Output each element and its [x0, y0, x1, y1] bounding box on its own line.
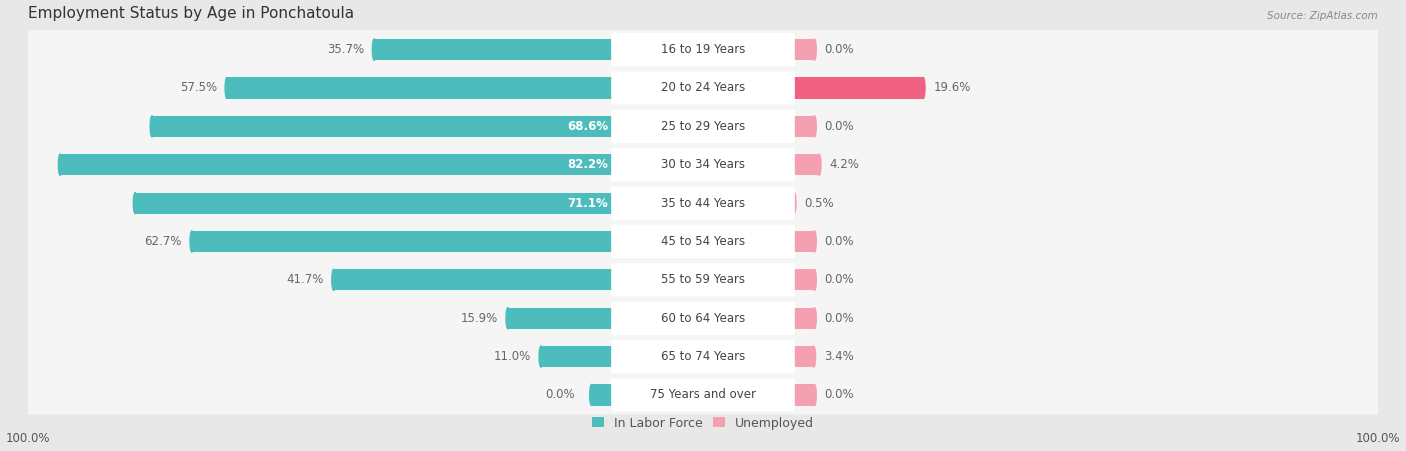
Text: 3.4%: 3.4%	[824, 350, 853, 363]
FancyBboxPatch shape	[612, 186, 794, 220]
Text: Source: ZipAtlas.com: Source: ZipAtlas.com	[1267, 11, 1378, 21]
Circle shape	[190, 231, 194, 252]
Text: 30 to 34 Years: 30 to 34 Years	[661, 158, 745, 171]
Circle shape	[225, 78, 229, 99]
FancyBboxPatch shape	[612, 148, 794, 181]
Text: 57.5%: 57.5%	[180, 82, 217, 95]
Bar	[790, 384, 814, 405]
FancyBboxPatch shape	[612, 110, 794, 143]
Text: Employment Status by Age in Ponchatoula: Employment Status by Age in Ponchatoula	[28, 6, 354, 21]
FancyBboxPatch shape	[27, 145, 1379, 184]
Circle shape	[813, 384, 817, 405]
FancyBboxPatch shape	[27, 337, 1379, 376]
Circle shape	[373, 39, 375, 60]
Circle shape	[538, 346, 543, 367]
FancyBboxPatch shape	[27, 184, 1379, 223]
Text: 0.5%: 0.5%	[804, 197, 834, 210]
Text: 25 to 29 Years: 25 to 29 Years	[661, 120, 745, 133]
Text: 0.0%: 0.0%	[546, 388, 575, 401]
Text: 65 to 74 Years: 65 to 74 Years	[661, 350, 745, 363]
Text: 41.7%: 41.7%	[287, 273, 323, 286]
Text: 35 to 44 Years: 35 to 44 Years	[661, 197, 745, 210]
Bar	[790, 193, 794, 214]
Text: 68.6%: 68.6%	[568, 120, 609, 133]
Circle shape	[813, 269, 817, 290]
Bar	[508, 308, 616, 329]
Circle shape	[793, 193, 796, 214]
Text: 20 to 24 Years: 20 to 24 Years	[661, 82, 745, 95]
FancyBboxPatch shape	[612, 378, 794, 412]
Bar	[790, 231, 814, 252]
Circle shape	[813, 308, 817, 329]
Circle shape	[921, 78, 925, 99]
Circle shape	[506, 308, 510, 329]
Text: 19.6%: 19.6%	[934, 82, 970, 95]
Text: 62.7%: 62.7%	[145, 235, 181, 248]
Text: 35.7%: 35.7%	[328, 43, 364, 56]
Text: 0.0%: 0.0%	[824, 235, 855, 248]
FancyBboxPatch shape	[612, 302, 794, 335]
FancyBboxPatch shape	[27, 69, 1379, 108]
FancyBboxPatch shape	[27, 375, 1379, 414]
Text: 0.0%: 0.0%	[824, 43, 855, 56]
Text: 0.0%: 0.0%	[824, 273, 855, 286]
Circle shape	[134, 193, 136, 214]
FancyBboxPatch shape	[27, 299, 1379, 338]
Circle shape	[813, 116, 817, 137]
Bar	[541, 346, 616, 367]
Circle shape	[332, 269, 336, 290]
Bar	[374, 39, 616, 60]
FancyBboxPatch shape	[612, 225, 794, 258]
Text: 4.2%: 4.2%	[830, 158, 859, 171]
Circle shape	[59, 154, 62, 175]
Bar	[790, 308, 814, 329]
FancyBboxPatch shape	[27, 107, 1379, 146]
Legend: In Labor Force, Unemployed: In Labor Force, Unemployed	[592, 417, 814, 429]
FancyBboxPatch shape	[612, 263, 794, 297]
Circle shape	[150, 116, 153, 137]
Text: 60 to 64 Years: 60 to 64 Years	[661, 312, 745, 325]
Bar	[790, 39, 814, 60]
Text: 55 to 59 Years: 55 to 59 Years	[661, 273, 745, 286]
Circle shape	[817, 154, 821, 175]
Bar	[592, 384, 616, 405]
Bar	[790, 346, 814, 367]
Text: 82.2%: 82.2%	[568, 158, 609, 171]
Text: 71.1%: 71.1%	[568, 197, 609, 210]
Bar	[152, 116, 616, 137]
Bar	[60, 154, 616, 175]
FancyBboxPatch shape	[612, 340, 794, 373]
Circle shape	[813, 231, 817, 252]
Text: 16 to 19 Years: 16 to 19 Years	[661, 43, 745, 56]
Bar	[191, 231, 616, 252]
Bar	[135, 193, 616, 214]
FancyBboxPatch shape	[27, 30, 1379, 69]
Circle shape	[589, 384, 593, 405]
Text: 0.0%: 0.0%	[824, 388, 855, 401]
FancyBboxPatch shape	[27, 260, 1379, 299]
Text: 0.0%: 0.0%	[824, 120, 855, 133]
FancyBboxPatch shape	[612, 33, 794, 66]
Text: 45 to 54 Years: 45 to 54 Years	[661, 235, 745, 248]
Text: 11.0%: 11.0%	[494, 350, 531, 363]
FancyBboxPatch shape	[612, 71, 794, 105]
Text: 75 Years and over: 75 Years and over	[650, 388, 756, 401]
Bar	[226, 78, 616, 99]
Circle shape	[813, 39, 817, 60]
Text: 0.0%: 0.0%	[824, 312, 855, 325]
Bar	[790, 116, 814, 137]
Bar	[790, 154, 820, 175]
Circle shape	[811, 346, 815, 367]
Bar	[790, 78, 924, 99]
Bar	[333, 269, 616, 290]
Bar	[790, 269, 814, 290]
Text: 15.9%: 15.9%	[461, 312, 498, 325]
FancyBboxPatch shape	[27, 222, 1379, 261]
